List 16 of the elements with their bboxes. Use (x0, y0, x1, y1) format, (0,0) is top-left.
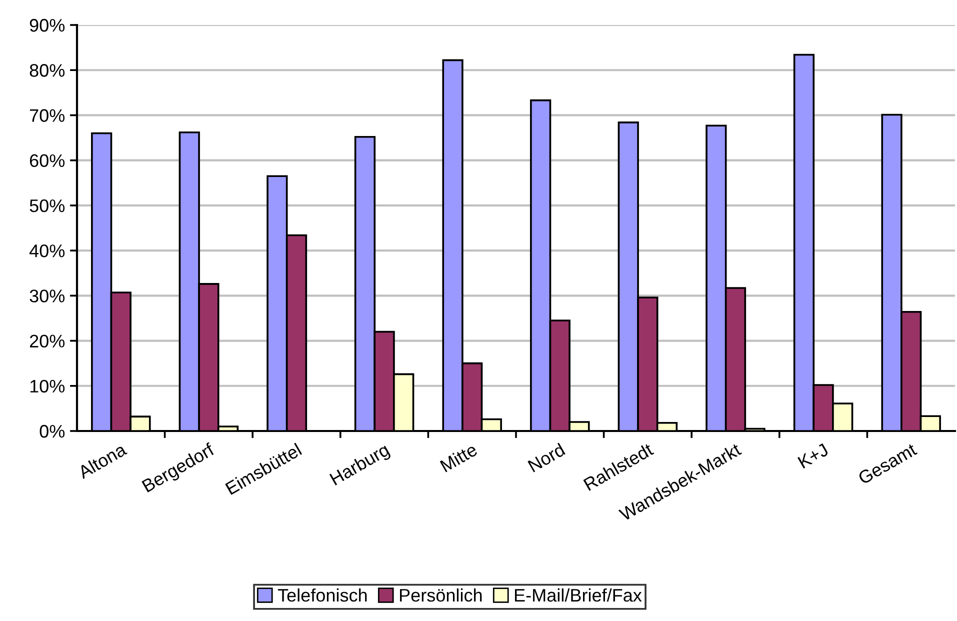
y-tick-label: 0% (40, 424, 65, 438)
y-tick-label: 50% (30, 199, 65, 212)
y-tick-label: 70% (30, 109, 65, 122)
y-tick-label: 10% (30, 380, 65, 393)
y-tick-label: 60% (30, 154, 65, 168)
legend-label: E-Mail/Brief/Fax (514, 588, 642, 602)
y-tick-label: 90% (30, 18, 65, 32)
x-tick-label: Mitte (440, 442, 478, 472)
x-tick-label: Nord (527, 442, 566, 472)
y-tick-label: 20% (30, 334, 65, 348)
y-tick-label: 40% (29, 244, 65, 258)
legend-label: Persönlich (400, 588, 482, 602)
y-tick-label: 80% (30, 64, 65, 77)
y-tick-label: 30% (30, 290, 65, 302)
x-tick-label: K+J (798, 443, 829, 469)
legend-label: Telefonisch (278, 588, 367, 602)
